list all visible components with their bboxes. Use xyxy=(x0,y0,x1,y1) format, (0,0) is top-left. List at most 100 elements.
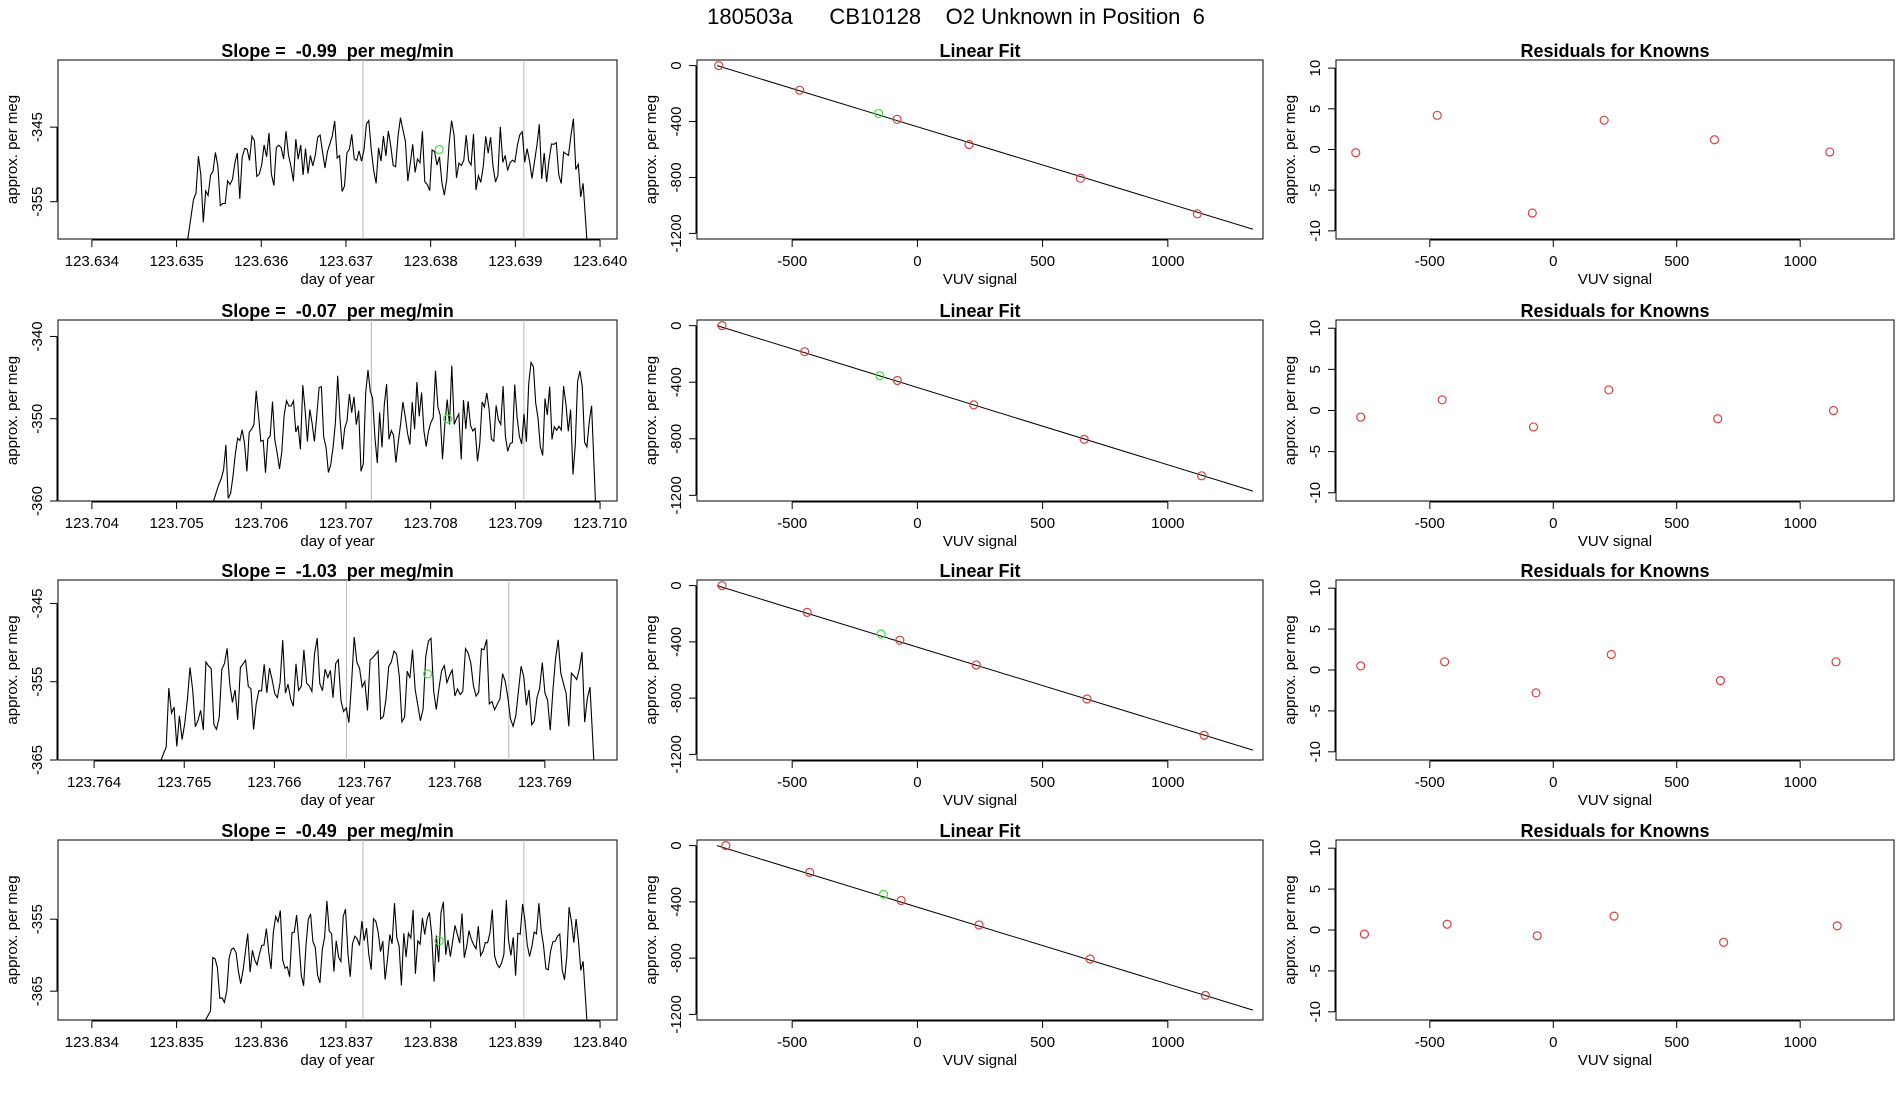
x-tick-label: 123.638 xyxy=(404,253,458,270)
residual-point xyxy=(1832,921,1842,931)
y-axis-label: approx. per meg xyxy=(4,95,21,204)
unknown-point xyxy=(443,414,453,424)
data-layer xyxy=(1351,110,1835,218)
y-axis-label: approx. per meg xyxy=(1282,356,1299,465)
y-axis-label: approx. per meg xyxy=(4,875,21,984)
residual-point xyxy=(1531,688,1541,698)
x-tick-label: 123.640 xyxy=(573,253,627,270)
x-tick-label: 500 xyxy=(1664,253,1689,270)
y-axis-label: approx. per meg xyxy=(643,875,660,984)
x-tick-label: 500 xyxy=(1664,1034,1689,1051)
x-tick-label: -500 xyxy=(1415,1034,1445,1051)
x-tick-label: 123.835 xyxy=(149,1034,203,1051)
panel-4-2: Linear Fit -500 0 500 1000 VUV signal 0 -400 -80… xyxy=(643,821,1264,1069)
panel-2-3: Residuals for Knowns -500 0 500 1000 VUV sign… xyxy=(1282,301,1895,550)
x-tick-label: 123.764 xyxy=(67,774,121,791)
known-point xyxy=(802,607,812,617)
residual-point xyxy=(1527,208,1537,218)
known-point xyxy=(1079,434,1089,444)
y-axis-label: approx. per meg xyxy=(643,615,660,724)
panel-title: Linear Fit xyxy=(939,41,1020,61)
signal-trace xyxy=(187,117,588,239)
residual-point xyxy=(1825,147,1835,157)
x-tick-label: 123.765 xyxy=(157,774,211,791)
y-tick-label: -345 xyxy=(29,112,46,142)
known-point xyxy=(969,400,979,410)
signal-trace xyxy=(212,360,596,501)
y-tick-label: 5 xyxy=(1307,105,1324,113)
fit-line xyxy=(716,65,1254,230)
residual-point xyxy=(1432,110,1442,120)
panel-1-2: Linear Fit -500 0 500 1000 VUV signal 0 -400 -80… xyxy=(643,41,1264,288)
panel-title: Linear Fit xyxy=(939,561,1020,581)
y-tick-label: 0 xyxy=(1307,145,1324,153)
x-tick-label: 500 xyxy=(1030,774,1055,791)
plot-frame xyxy=(1335,579,1895,761)
y-tick-label: 10 xyxy=(1307,840,1324,857)
known-point xyxy=(971,660,981,670)
panel-2-2: Linear Fit -500 0 500 1000 VUV signal 0 -400 -80… xyxy=(643,301,1264,550)
x-tick-label: 1000 xyxy=(1151,253,1184,270)
y-tick-label: -360 xyxy=(29,486,46,516)
x-tick-label: 123.767 xyxy=(337,774,391,791)
x-tick-label: 123.839 xyxy=(488,1034,542,1051)
x-axis-label: day of year xyxy=(300,533,374,550)
y-tick-label: -5 xyxy=(1307,704,1324,717)
y-tick-label: 0 xyxy=(668,321,685,329)
x-tick-label: 1000 xyxy=(1151,1034,1184,1051)
plot-frame xyxy=(57,59,618,240)
x-tick-label: 123.634 xyxy=(65,253,119,270)
x-tick-label: -500 xyxy=(1415,515,1445,532)
y-tick-label: -5 xyxy=(1307,184,1324,197)
data-layer xyxy=(212,320,596,501)
x-tick-label: 0 xyxy=(913,253,921,270)
x-tick-label: 0 xyxy=(913,515,921,532)
known-point xyxy=(805,867,815,877)
panel-title: Slope = -1.03 per meg/min xyxy=(221,561,454,581)
y-tick-label: -5 xyxy=(1307,964,1324,977)
y-tick-label: -400 xyxy=(668,367,685,397)
known-point xyxy=(1192,209,1202,219)
x-tick-label: 123.708 xyxy=(404,515,458,532)
x-tick-label: 0 xyxy=(1549,1034,1557,1051)
unknown-point xyxy=(878,889,889,899)
known-point xyxy=(1075,173,1086,183)
data-layer xyxy=(187,60,588,239)
x-tick-label: 123.704 xyxy=(65,515,119,532)
fit-line xyxy=(716,585,1254,751)
residual-point xyxy=(1351,148,1361,158)
x-tick-label: 500 xyxy=(1030,1034,1055,1051)
x-tick-label: 123.834 xyxy=(65,1034,119,1051)
y-tick-label: -355 xyxy=(29,667,46,697)
x-tick-label: 123.706 xyxy=(234,515,288,532)
x-tick-label: 0 xyxy=(913,774,921,791)
known-point xyxy=(721,841,731,851)
unknown-point xyxy=(434,936,444,946)
known-point xyxy=(964,139,974,150)
residual-point xyxy=(1713,414,1723,424)
y-tick-label: 5 xyxy=(1307,625,1324,633)
x-tick-label: 123.636 xyxy=(234,253,288,270)
y-tick-label: -400 xyxy=(668,887,685,917)
x-axis-label: VUV signal xyxy=(943,1052,1017,1069)
residual-point xyxy=(1831,657,1841,667)
x-axis-label: day of year xyxy=(300,1052,374,1069)
x-tick-label: 123.705 xyxy=(149,515,203,532)
y-tick-label: -365 xyxy=(29,745,46,775)
y-tick-label: 5 xyxy=(1307,885,1324,893)
y-tick-label: 0 xyxy=(1307,406,1324,414)
x-tick-label: -500 xyxy=(777,515,807,532)
panel-title: Slope = -0.49 per meg/min xyxy=(221,821,454,841)
known-point xyxy=(892,114,902,124)
plot-frame xyxy=(1335,319,1895,502)
signal-trace xyxy=(204,900,588,1020)
y-axis-label: approx. per meg xyxy=(643,356,660,465)
data-layer xyxy=(204,840,588,1020)
x-tick-label: 0 xyxy=(913,1034,921,1051)
panel-2-1: Slope = -0.07 per meg/min 123.704 123.705 1… xyxy=(4,301,627,550)
residual-point xyxy=(1709,135,1720,145)
data-layer xyxy=(716,841,1254,1011)
y-tick-label: -10 xyxy=(1307,741,1324,763)
unknown-point xyxy=(875,371,885,381)
known-point xyxy=(1085,954,1095,964)
